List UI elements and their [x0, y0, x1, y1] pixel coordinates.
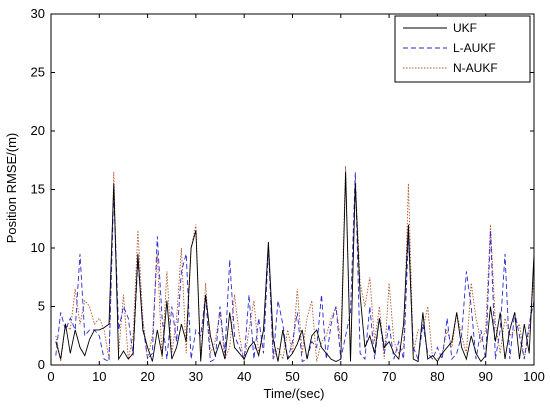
x-tick-label: 90 [478, 369, 492, 384]
x-tick-label: 50 [285, 369, 299, 384]
series-line-l-aukf [55, 171, 535, 363]
series-line-ukf [55, 171, 535, 363]
x-tick-label: 100 [523, 369, 545, 384]
legend: UKF L-AUKF N-AUKF [394, 15, 531, 83]
legend-label-l-aukf: L-AUKF [453, 41, 496, 55]
x-tick-label: 70 [382, 369, 396, 384]
y-tick-label: 30 [31, 6, 45, 21]
y-tick-label: 5 [38, 299, 45, 314]
y-tick-label: 10 [31, 240, 45, 255]
x-tick-label: 0 [47, 369, 54, 384]
x-tick-label: 60 [334, 369, 348, 384]
legend-label-ukf: UKF [453, 21, 477, 35]
series-layer [55, 166, 535, 363]
y-tick-label: 20 [31, 123, 45, 138]
y-tick-label: 0 [38, 357, 45, 372]
legend-box [394, 15, 531, 83]
x-tick-label: 40 [237, 369, 251, 384]
x-tick-label: 80 [430, 369, 444, 384]
x-axis-label: Time/(sec) [264, 386, 325, 401]
ticks-layer: 0 10 20 30 40 50 60 70 80 90 100 0 5 10 15 20 25 30 [31, 6, 545, 384]
y-axis-label: Position RMSE/(m) [4, 133, 19, 244]
y-tick-label: 15 [31, 182, 45, 197]
legend-label-n-aukf: N-AUKF [453, 61, 498, 75]
y-tick-label: 25 [31, 65, 45, 80]
x-tick-label: 30 [189, 369, 203, 384]
x-tick-label: 20 [140, 369, 154, 384]
x-tick-label: 10 [92, 369, 106, 384]
series-line-n-aukf [55, 166, 535, 362]
